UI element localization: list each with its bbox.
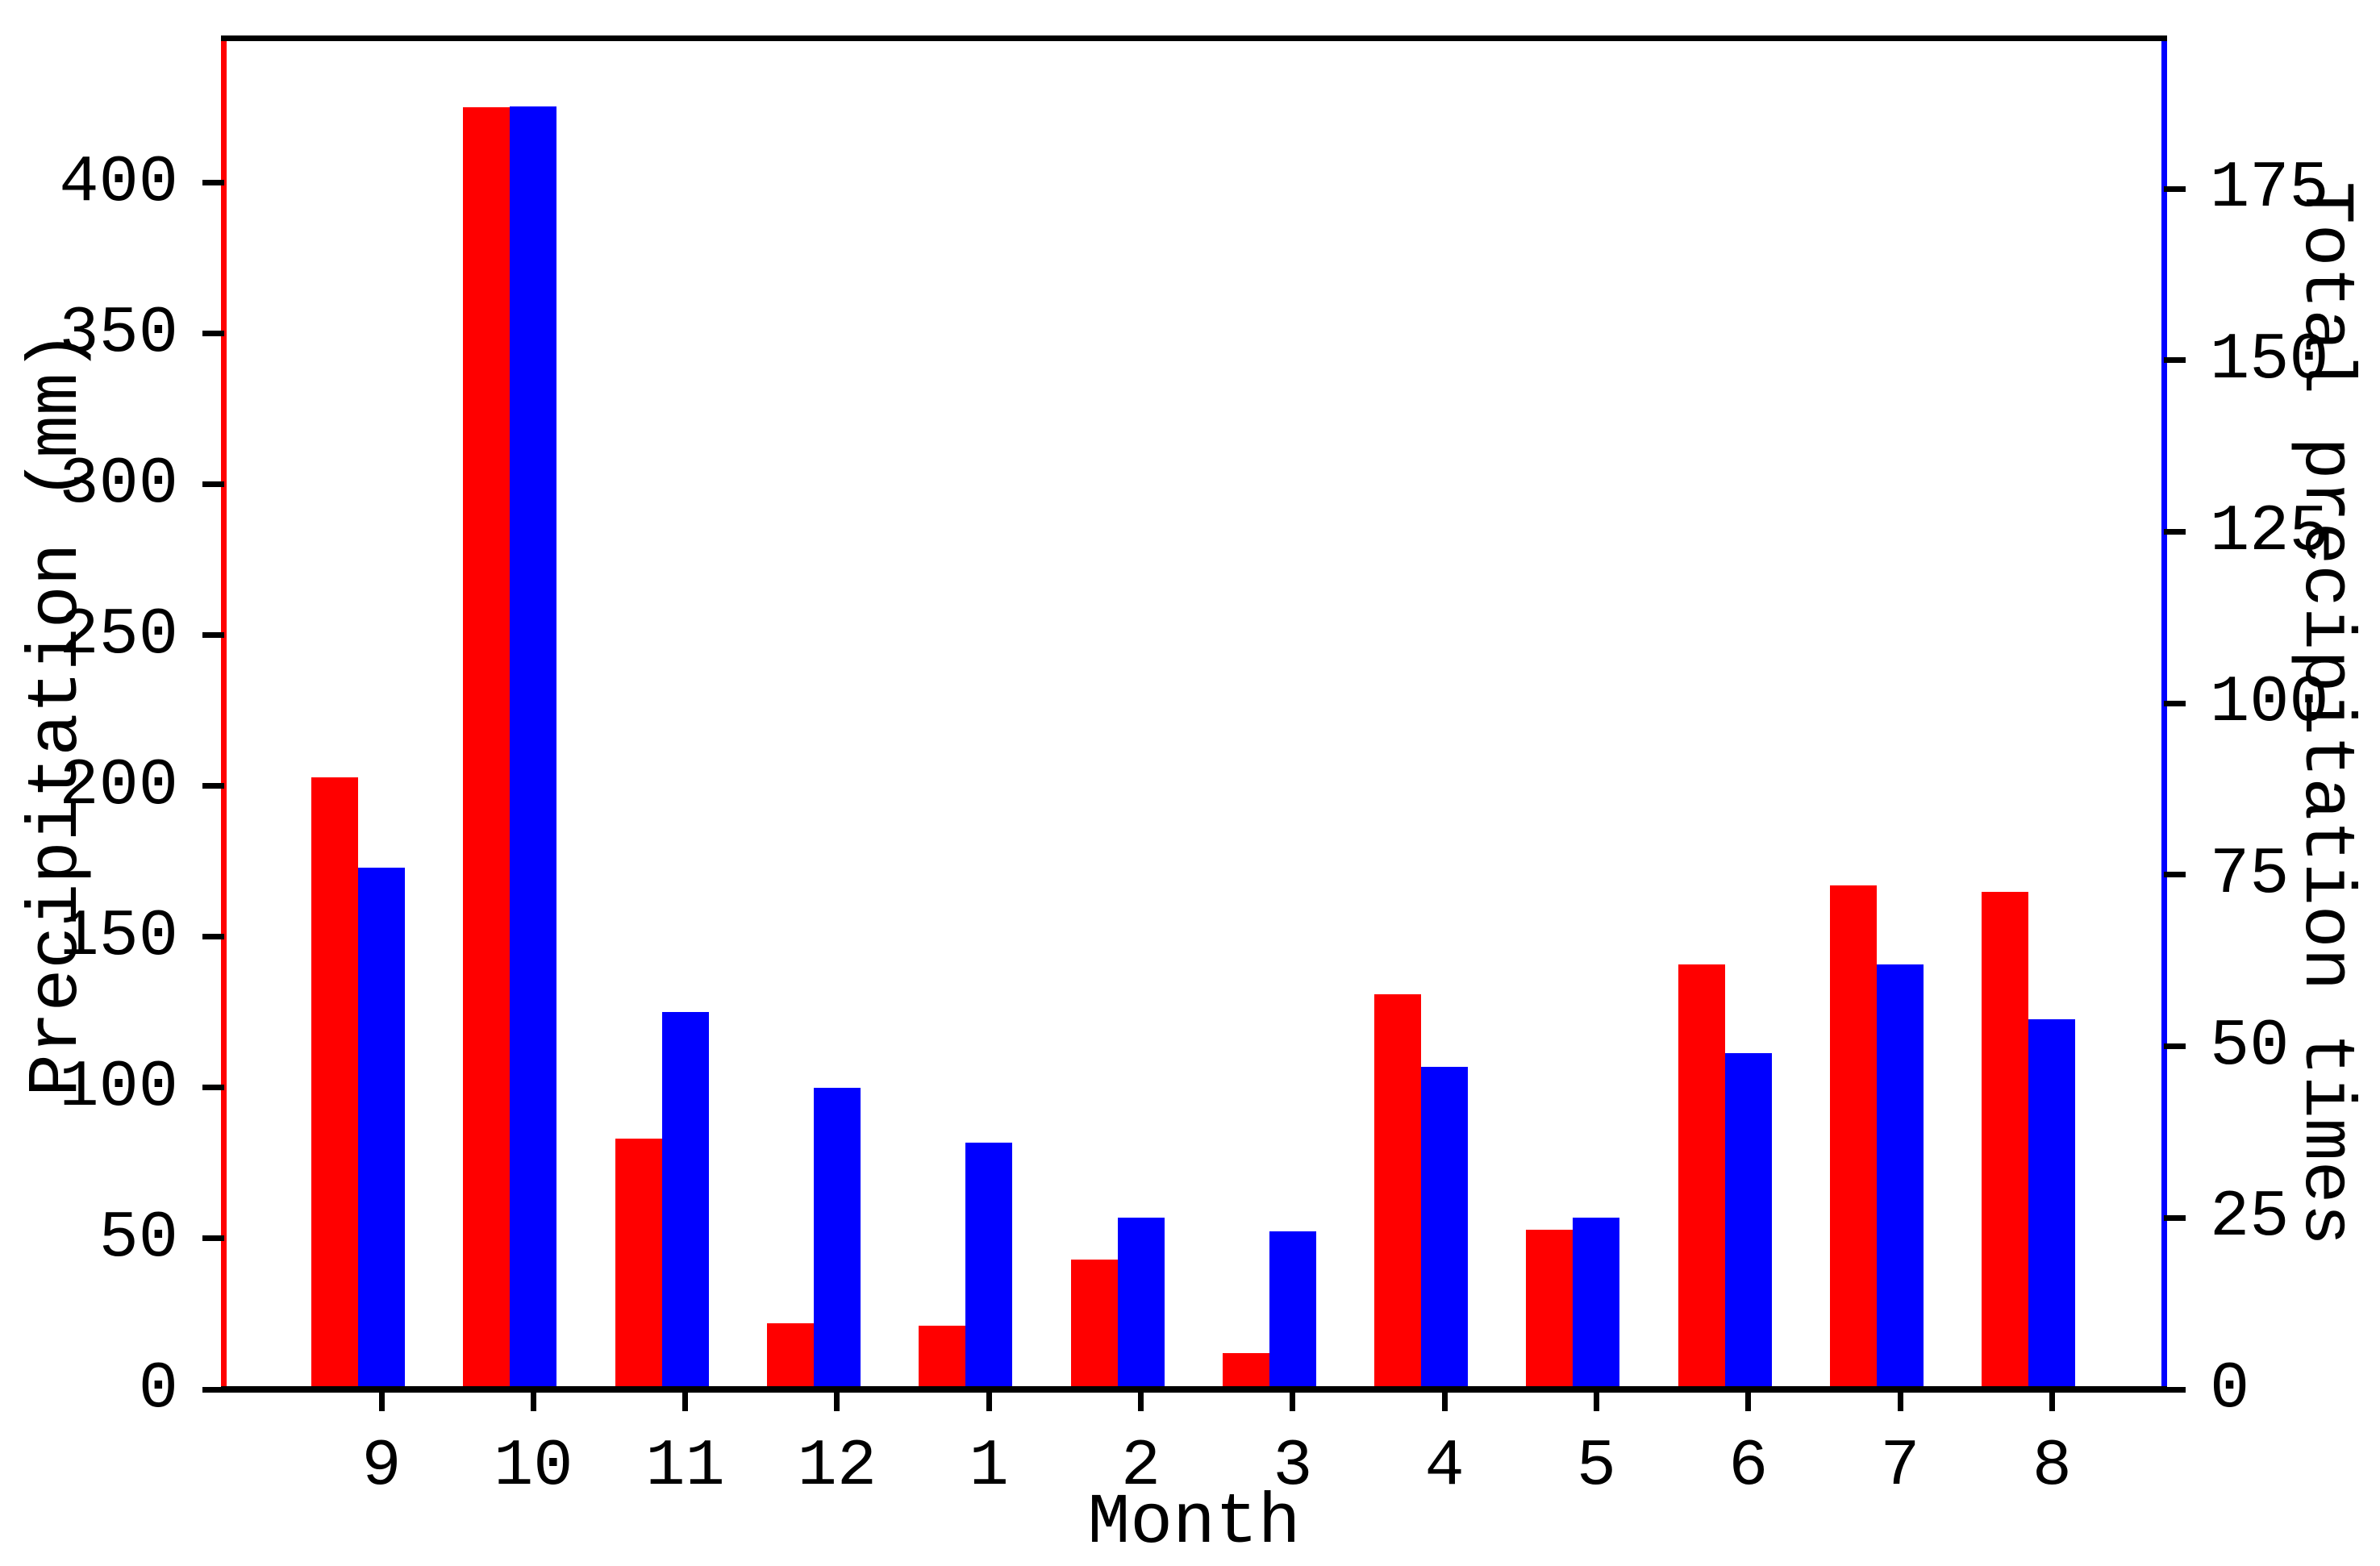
right-tick-mark-75 (2164, 872, 2186, 878)
x-tick-mark-1 (986, 1389, 992, 1411)
x-tick-mark-6 (1745, 1389, 1752, 1411)
left-tick-label-200: 200 (59, 748, 178, 823)
bar-precipitation-times-month-11 (661, 1012, 709, 1389)
right-tick-label-50: 50 (2210, 1008, 2290, 1084)
x-tick-mark-12 (834, 1389, 840, 1411)
bar-precipitation-times-month-8 (2028, 1018, 2076, 1389)
bar-precipitation-month-9 (311, 777, 358, 1389)
right-axis-spine (2161, 38, 2167, 1389)
right-tick-label-175: 175 (2210, 151, 2329, 227)
right-axis-title: Total precipitation times (2285, 181, 2365, 1247)
left-tick-mark-150 (202, 934, 224, 940)
left-tick-label-350: 350 (59, 295, 178, 371)
bar-precipitation-month-4 (1374, 993, 1422, 1389)
bar-precipitation-times-month-9 (358, 868, 405, 1389)
x-tick-label-3: 3 (1273, 1429, 1313, 1504)
right-tick-mark-125 (2164, 529, 2186, 535)
right-tick-mark-150 (2164, 357, 2186, 364)
left-axis-spine (221, 38, 227, 1389)
left-tick-mark-100 (202, 1085, 224, 1091)
x-tick-mark-7 (1897, 1389, 1903, 1411)
right-tick-label-75: 75 (2210, 836, 2290, 912)
right-tick-label-150: 150 (2210, 322, 2329, 398)
right-tick-label-0: 0 (2210, 1352, 2250, 1426)
x-tick-label-10: 10 (494, 1429, 573, 1504)
left-tick-label-300: 300 (59, 446, 178, 522)
x-tick-label-11: 11 (645, 1429, 725, 1504)
x-tick-mark-2 (1138, 1389, 1144, 1411)
x-tick-mark-9 (378, 1389, 385, 1411)
right-tick-label-125: 125 (2210, 494, 2329, 569)
x-tick-mark-10 (530, 1389, 536, 1411)
x-tick-mark-4 (1441, 1389, 1448, 1411)
bar-precipitation-month-12 (766, 1322, 814, 1389)
x-axis-spine (221, 1386, 2167, 1393)
x-tick-label-12: 12 (797, 1429, 877, 1504)
bar-precipitation-times-month-12 (813, 1087, 861, 1389)
left-tick-label-250: 250 (59, 597, 178, 673)
bar-precipitation-month-3 (1222, 1353, 1269, 1389)
bar-precipitation-month-1 (919, 1326, 966, 1389)
x-tick-mark-11 (682, 1389, 689, 1411)
left-tick-mark-50 (202, 1235, 224, 1242)
bar-precipitation-month-2 (1070, 1260, 1118, 1389)
x-tick-label-7: 7 (1880, 1429, 1920, 1504)
x-tick-label-8: 8 (2032, 1429, 2072, 1504)
right-tick-mark-100 (2164, 700, 2186, 706)
left-tick-label-150: 150 (59, 898, 178, 974)
top-spine (221, 35, 2167, 41)
bar-precipitation-times-month-4 (1421, 1067, 1469, 1389)
bar-precipitation-month-10 (463, 107, 511, 1389)
left-axis-title: Precipitation (mm) (18, 330, 98, 1097)
bar-precipitation-times-month-5 (1573, 1218, 1620, 1389)
x-tick-label-5: 5 (1576, 1429, 1616, 1504)
bar-precipitation-times-month-2 (1117, 1218, 1165, 1389)
left-tick-label-50: 50 (98, 1200, 178, 1276)
left-tick-mark-300 (202, 481, 224, 488)
x-tick-label-2: 2 (1120, 1429, 1161, 1504)
bar-precipitation-month-5 (1526, 1229, 1573, 1389)
bar-precipitation-times-month-3 (1269, 1231, 1316, 1389)
x-tick-label-6: 6 (1728, 1429, 1769, 1504)
bar-precipitation-month-11 (615, 1139, 662, 1389)
right-tick-mark-50 (2164, 1043, 2186, 1050)
x-tick-label-1: 1 (969, 1429, 1009, 1504)
x-tick-mark-3 (1290, 1389, 1296, 1411)
left-tick-mark-200 (202, 783, 224, 789)
right-tick-mark-0 (2164, 1386, 2186, 1393)
bar-precipitation-month-8 (1982, 891, 2029, 1389)
bar-precipitation-month-6 (1678, 964, 1725, 1389)
bar-precipitation-times-month-6 (1724, 1053, 1772, 1389)
right-tick-label-100: 100 (2210, 665, 2329, 741)
right-tick-mark-175 (2164, 185, 2186, 192)
left-tick-mark-250 (202, 632, 224, 639)
left-tick-mark-350 (202, 331, 224, 337)
bar-precipitation-month-7 (1830, 885, 1877, 1389)
bar-precipitation-times-month-10 (510, 106, 557, 1389)
bar-precipitation-times-month-7 (1877, 964, 1924, 1389)
right-tick-label-25: 25 (2210, 1180, 2290, 1256)
x-tick-label-4: 4 (1424, 1429, 1465, 1504)
left-tick-label-400: 400 (59, 144, 178, 220)
x-tick-mark-5 (1593, 1389, 1599, 1411)
right-tick-mark-25 (2164, 1214, 2186, 1221)
left-tick-mark-400 (202, 180, 224, 186)
x-tick-label-9: 9 (361, 1429, 402, 1504)
left-tick-label-0: 0 (138, 1352, 178, 1426)
left-tick-mark-0 (202, 1386, 224, 1393)
bar-precipitation-times-month-1 (965, 1142, 1013, 1389)
left-tick-label-100: 100 (59, 1049, 178, 1125)
x-tick-mark-8 (2049, 1389, 2055, 1411)
x-axis-title: Month (1087, 1484, 1301, 1564)
